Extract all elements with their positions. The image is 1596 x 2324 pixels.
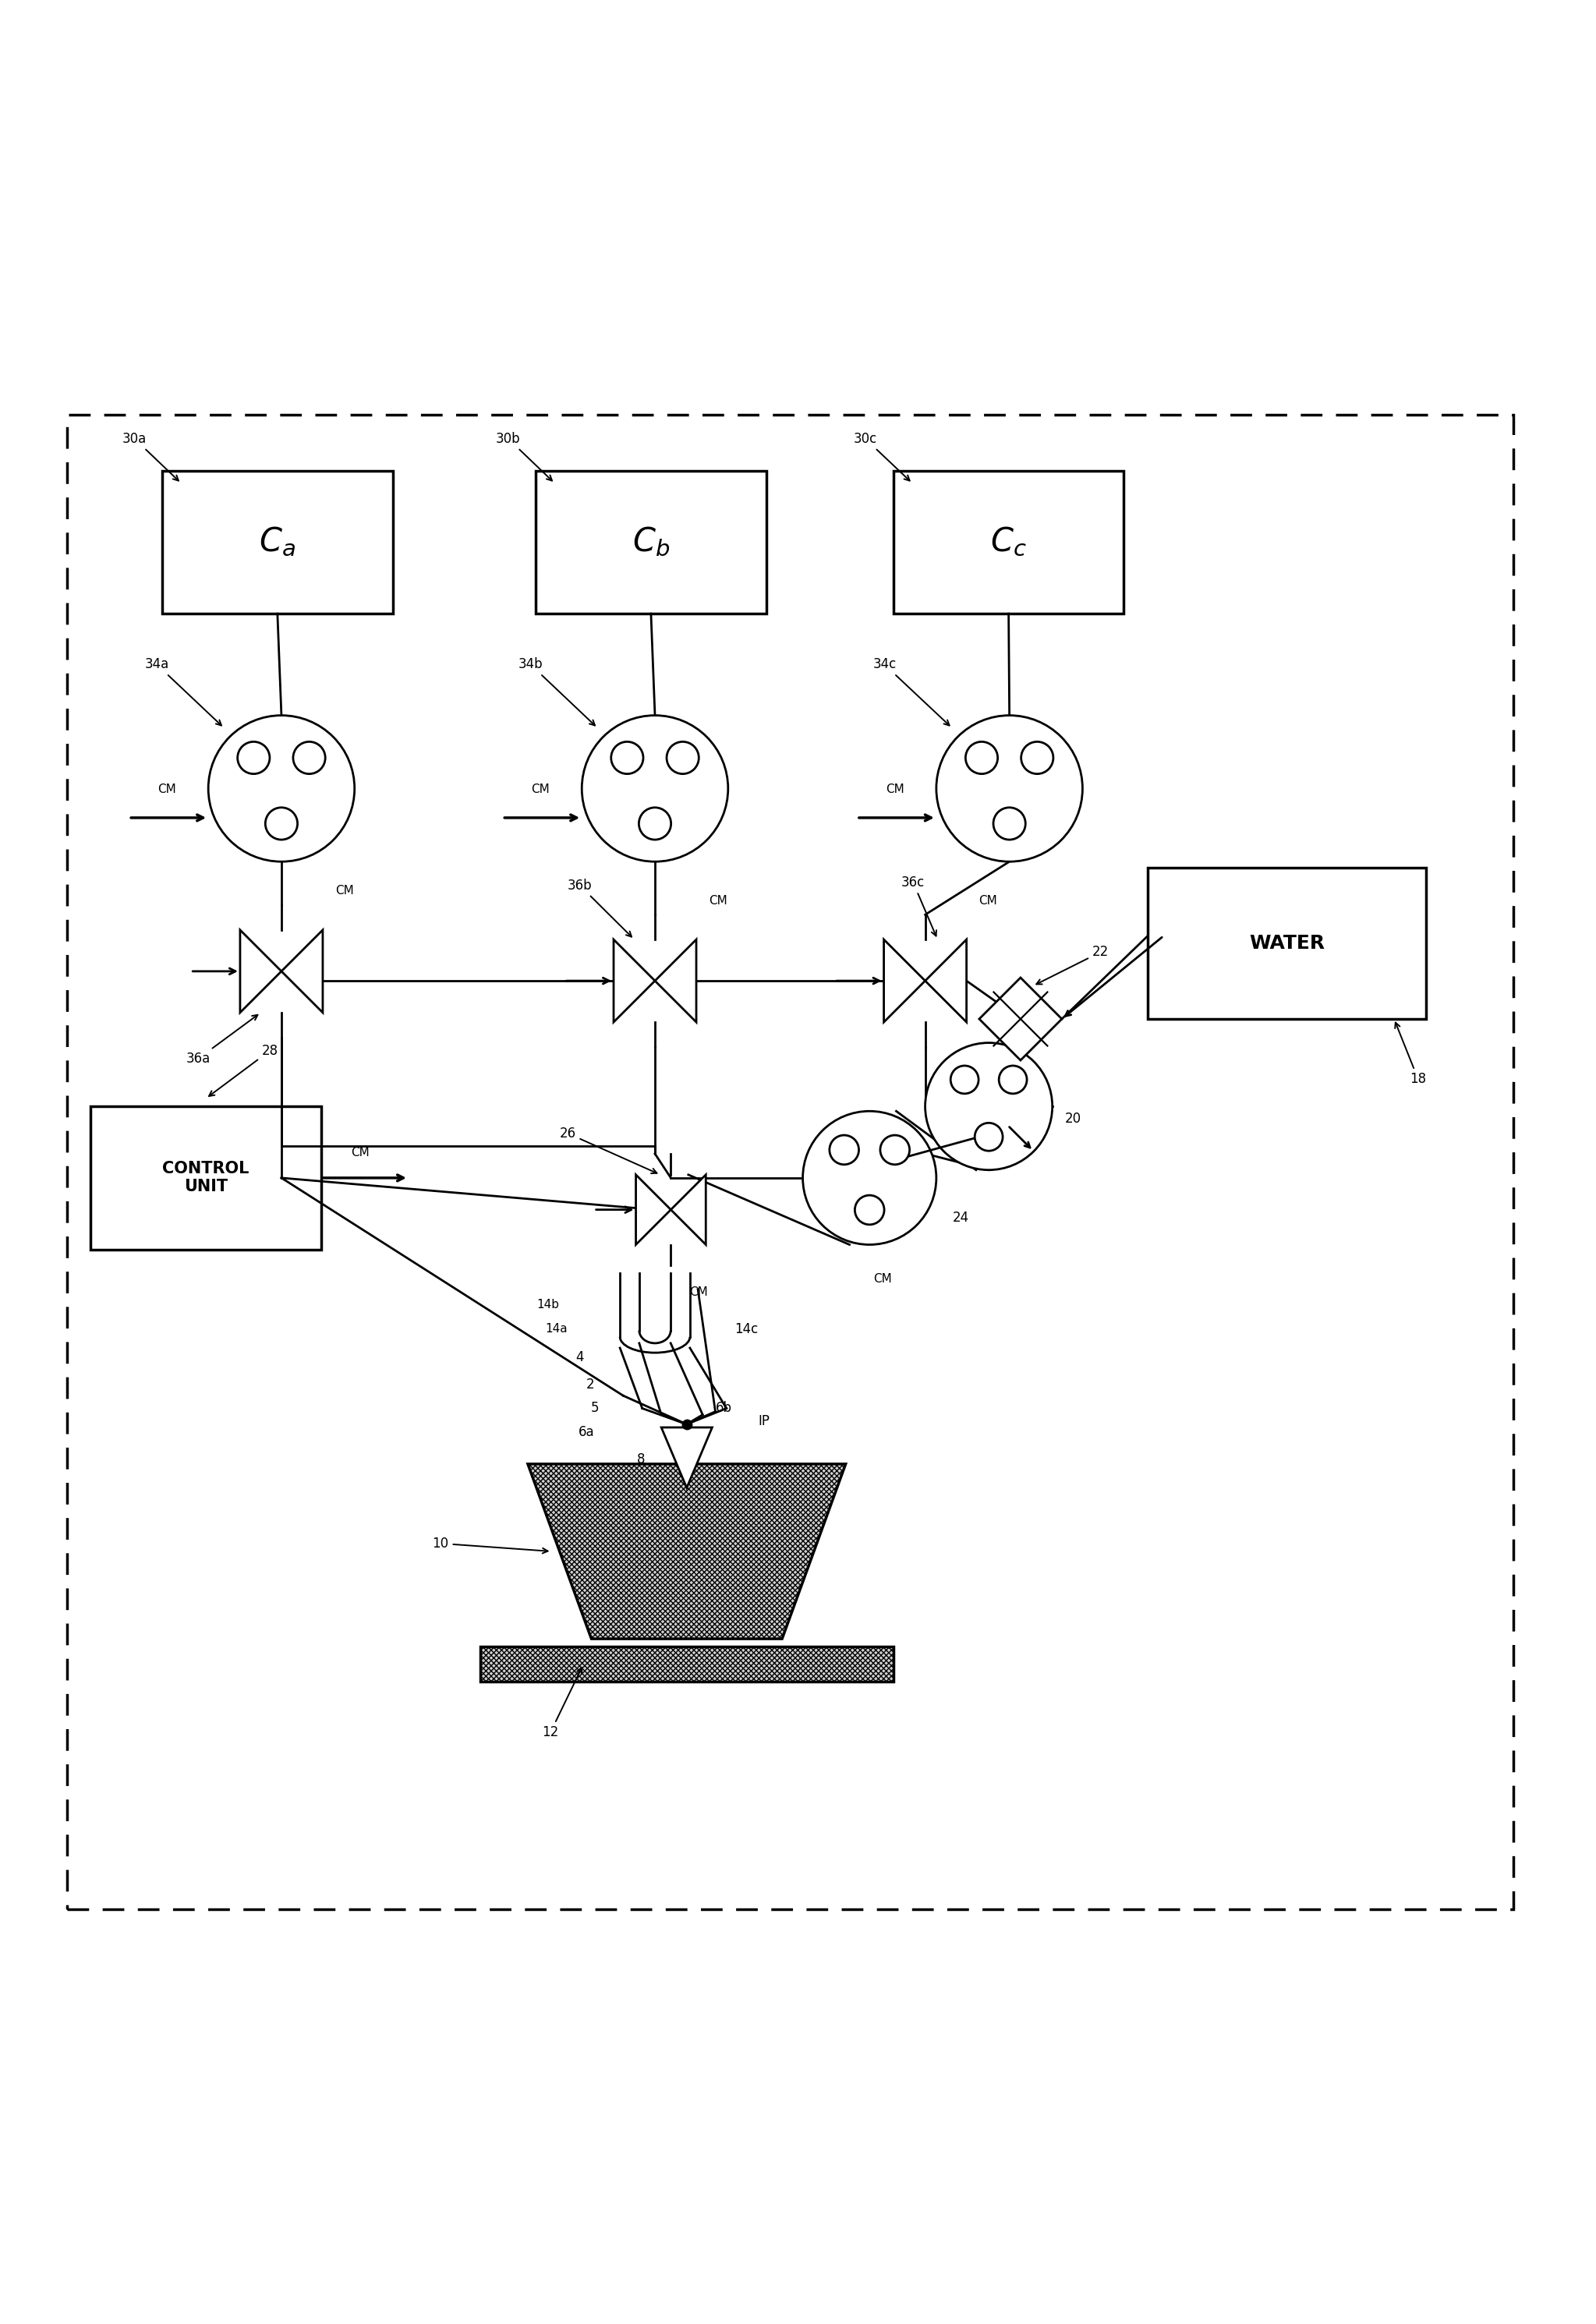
Text: CM: CM [873, 1274, 892, 1285]
Circle shape [926, 1043, 1052, 1169]
Polygon shape [613, 939, 654, 1023]
Polygon shape [884, 939, 926, 1023]
Text: 34a: 34a [145, 658, 222, 725]
Text: $C_a$: $C_a$ [259, 525, 295, 558]
Text: 14b: 14b [536, 1299, 560, 1311]
Circle shape [294, 741, 326, 774]
Text: 6a: 6a [578, 1425, 595, 1439]
Circle shape [881, 1134, 910, 1164]
Bar [480, 1648, 894, 1683]
Circle shape [638, 806, 670, 839]
Text: 8: 8 [637, 1452, 645, 1466]
Circle shape [611, 741, 643, 774]
Text: 34b: 34b [519, 658, 595, 725]
Text: IP: IP [758, 1413, 769, 1427]
Text: CONTROL
UNIT: CONTROL UNIT [163, 1162, 249, 1195]
Text: 30c: 30c [854, 432, 910, 481]
Text: 26: 26 [560, 1127, 658, 1174]
Text: CM: CM [531, 783, 549, 795]
Text: 24: 24 [953, 1211, 969, 1225]
Text: 2: 2 [586, 1378, 595, 1392]
Text: 20: 20 [1065, 1113, 1082, 1127]
Text: 28: 28 [209, 1043, 278, 1097]
Circle shape [993, 806, 1026, 839]
Circle shape [830, 1134, 859, 1164]
Text: $C_c$: $C_c$ [991, 525, 1026, 558]
Circle shape [803, 1111, 937, 1246]
Circle shape [975, 1122, 1002, 1150]
Text: CM: CM [978, 895, 998, 906]
Text: CM: CM [709, 895, 728, 906]
Circle shape [667, 741, 699, 774]
Text: 4: 4 [575, 1350, 584, 1364]
Polygon shape [239, 930, 281, 1013]
Circle shape [238, 741, 270, 774]
Text: WATER: WATER [1250, 934, 1325, 953]
Polygon shape [980, 978, 1061, 1060]
Text: CM: CM [886, 783, 905, 795]
Circle shape [855, 1195, 884, 1225]
Circle shape [951, 1067, 978, 1095]
Circle shape [265, 806, 297, 839]
Text: 34c: 34c [873, 658, 950, 725]
Circle shape [583, 716, 728, 862]
Text: 6b: 6b [715, 1401, 731, 1415]
Polygon shape [661, 1427, 712, 1487]
Text: 30a: 30a [123, 432, 179, 481]
Text: 14c: 14c [734, 1322, 758, 1336]
Text: 22: 22 [1036, 946, 1109, 983]
Polygon shape [654, 939, 696, 1023]
Text: $C_b$: $C_b$ [632, 525, 670, 558]
Circle shape [1021, 741, 1053, 774]
Text: CM: CM [1025, 1090, 1042, 1102]
Text: 36a: 36a [187, 1016, 257, 1067]
Text: 36b: 36b [568, 878, 632, 937]
Bar [163, 472, 393, 614]
Text: CM: CM [351, 1148, 370, 1160]
Circle shape [999, 1067, 1026, 1095]
Circle shape [966, 741, 998, 774]
Text: 18: 18 [1395, 1023, 1427, 1085]
Circle shape [937, 716, 1082, 862]
Text: 5: 5 [591, 1401, 600, 1415]
Text: 36c: 36c [902, 876, 937, 937]
Polygon shape [670, 1174, 705, 1246]
Polygon shape [926, 939, 967, 1023]
Text: CM: CM [689, 1287, 709, 1299]
Bar [480, 1648, 894, 1683]
Bar [536, 472, 766, 614]
Text: 10: 10 [433, 1536, 547, 1552]
Text: CM: CM [335, 885, 354, 897]
Text: CM: CM [158, 783, 176, 795]
Bar [894, 472, 1124, 614]
Text: CM: CM [993, 1002, 1010, 1013]
Text: 30b: 30b [496, 432, 552, 481]
Bar [1148, 867, 1425, 1018]
Bar [91, 1106, 321, 1250]
Polygon shape [281, 930, 322, 1013]
Polygon shape [635, 1174, 670, 1246]
Text: 14a: 14a [546, 1322, 568, 1334]
Polygon shape [528, 1464, 846, 1638]
Circle shape [209, 716, 354, 862]
Text: 12: 12 [543, 1669, 583, 1741]
